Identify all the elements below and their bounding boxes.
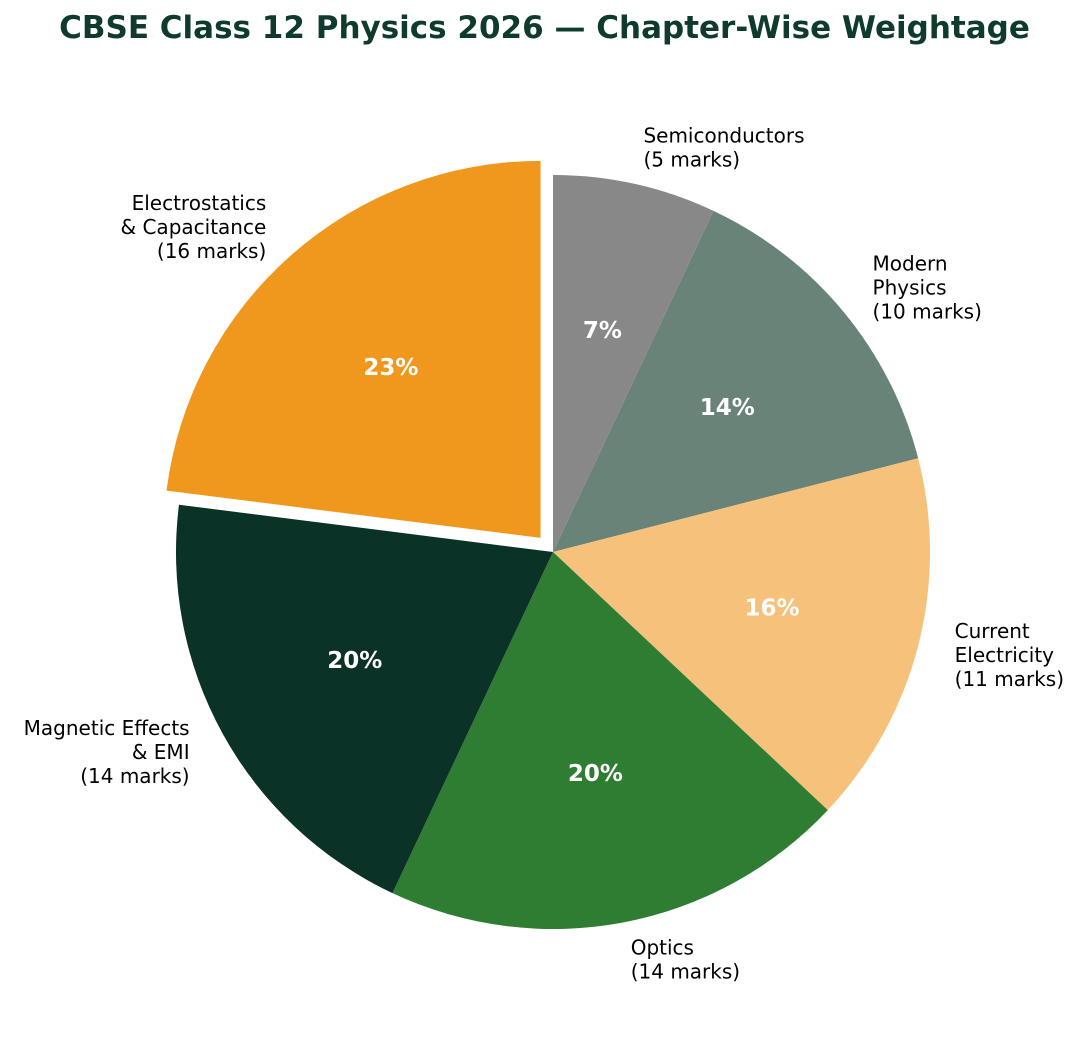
pie-label-semiconductors: Semiconductors (5 marks) xyxy=(643,123,804,171)
pie-percent-current-electricity: 16% xyxy=(745,595,800,621)
pie-slice-electrostatics-capacitance xyxy=(166,160,541,538)
pie-percent-semiconductors: 7% xyxy=(583,318,622,344)
pie-label-current-electricity: Current Electricity (11 marks) xyxy=(955,619,1064,691)
pie-percent-optics: 20% xyxy=(568,761,623,787)
pie-label-modern-physics: Modern Physics (10 marks) xyxy=(873,252,982,324)
pie-slice-modern-physics xyxy=(553,210,919,553)
pie-label-magnetic-effects-emi: Magnetic Effects & EMI (14 marks) xyxy=(24,716,190,788)
pie-slice-magnetic-effects-emi xyxy=(176,504,554,894)
pie-slice-optics xyxy=(392,552,828,929)
pie-percent-magnetic-effects-emi: 20% xyxy=(327,648,382,674)
pie-label-electrostatics-capacitance: Electrostatics & Capacitance (16 marks) xyxy=(121,191,267,263)
pie-slice-current-electricity xyxy=(553,458,930,811)
pie-percent-electrostatics-capacitance: 23% xyxy=(363,355,418,381)
pie-percent-modern-physics: 14% xyxy=(700,395,755,421)
pie-slice-semiconductors xyxy=(553,175,714,552)
pie-label-optics: Optics (14 marks) xyxy=(631,935,740,983)
chart-title: CBSE Class 12 Physics 2026 — Chapter-Wis… xyxy=(59,10,1030,46)
